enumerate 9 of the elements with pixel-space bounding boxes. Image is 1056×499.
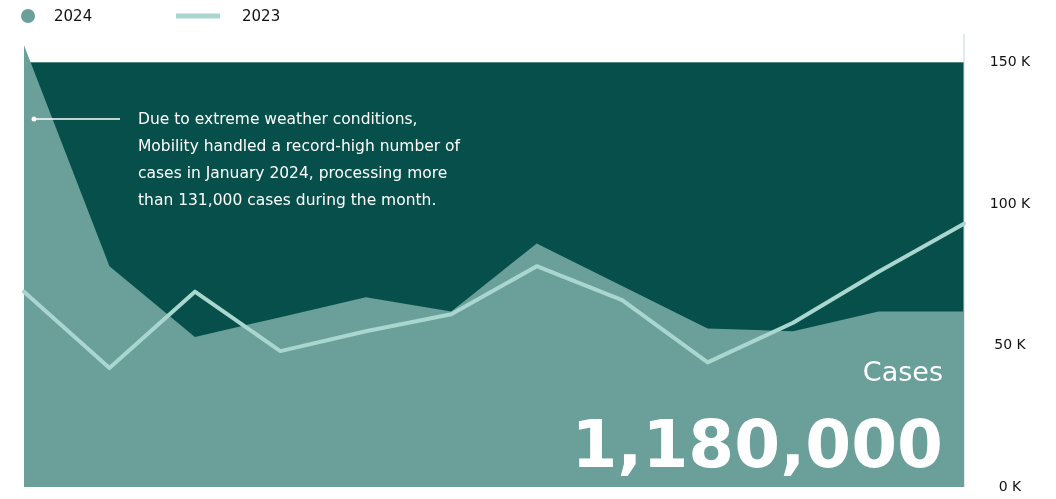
y-tick-label: 50 K [994, 336, 1027, 353]
legend-label: 2024 [54, 6, 93, 25]
y-tick-label: 0 K [998, 478, 1023, 494]
legend-label: 2023 [242, 6, 281, 25]
annotation: Due to extreme weather conditions, Mobility handled a record-high number of cases in January 2024, processing more than 131,000 cases during the month. [138, 109, 461, 209]
y-tick-label: 150 K [989, 53, 1031, 70]
annotation: Cases [862, 356, 943, 387]
annotation: 1,180,000 [571, 406, 943, 483]
y-tick-label: 100 K [989, 194, 1031, 211]
